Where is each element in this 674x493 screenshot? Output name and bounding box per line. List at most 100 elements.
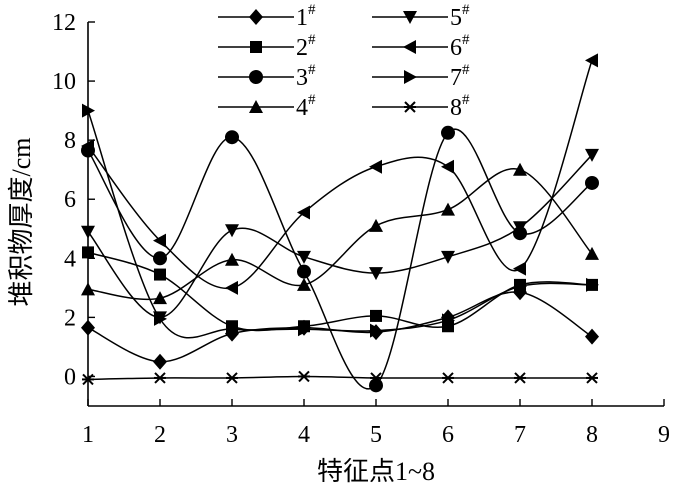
series-line [87,60,593,290]
data-point [585,328,599,345]
data-point [225,130,239,145]
data-point [586,372,598,384]
data-point [514,279,527,294]
series-line [87,110,593,339]
star-stroke [442,372,454,384]
data-point [154,268,166,281]
series-line [87,251,593,332]
series-8 [82,370,598,386]
y-tick-label: 10 [52,69,76,95]
star-stroke [154,372,166,384]
y-tick-label: 2 [64,305,76,331]
data-point [370,309,382,322]
legend-item-4: 4# [218,92,316,121]
legend: 1#2#3#4# 5#6#7#8# [218,2,470,121]
y-tick-label: 12 [52,10,76,36]
data-point [154,311,167,326]
data-point [369,218,383,232]
legend-label: 2# [296,32,316,61]
star-stroke [298,370,310,383]
data-point [585,148,599,162]
legend-marker [250,41,262,53]
data-point [369,378,383,393]
data-point [82,373,94,386]
star-stroke [370,372,382,384]
data-point [585,175,599,190]
data-point [585,53,598,68]
x-tick-label: 5 [370,422,382,448]
y-tick-label: 0 [64,364,76,390]
data-point [225,224,239,238]
data-point [514,372,526,384]
y-tick-label: 6 [64,187,76,213]
data-point [297,250,311,264]
legend-label: 1# [296,2,316,31]
data-point [225,252,239,266]
data-point [585,246,599,260]
series-line [87,375,592,381]
legend-marker [249,70,263,84]
series-6 [81,53,598,295]
legend-marker [404,70,417,84]
data-point [153,251,167,266]
series-layer [81,53,599,393]
data-point [81,139,94,154]
x-tick-label: 2 [154,422,166,448]
series-line [87,128,593,390]
series-7 [82,103,599,339]
data-point [153,291,167,305]
data-point [298,322,311,337]
data-point [297,205,310,220]
y-tick-label: 4 [64,246,76,272]
data-point [442,372,454,384]
data-point [81,225,95,239]
data-point [442,313,455,328]
data-point [81,319,95,336]
data-point [82,103,95,118]
data-point [81,282,95,296]
data-point [153,233,166,248]
data-point [370,323,383,338]
series-4 [81,162,599,305]
data-point [226,322,239,337]
data-point [82,246,94,259]
data-point [369,159,382,174]
legend-label: 5# [450,2,470,31]
legend-item-3: 3# [218,62,316,91]
data-point [297,264,311,279]
x-tick-label: 6 [442,422,454,448]
data-point [441,202,455,216]
data-point [154,372,166,384]
x-tick-label: 7 [514,422,526,448]
star-stroke [404,101,416,113]
star-stroke [514,372,526,384]
data-point [513,221,527,235]
legend-label: 7# [450,62,470,91]
x-tick-label: 8 [586,422,598,448]
data-point [441,125,455,140]
x-tick-label: 3 [226,422,238,448]
legend-item-2: 2# [218,32,316,61]
series-3 [81,125,599,393]
legend-marker [249,9,263,25]
data-point [513,261,526,276]
y-tick-label: 8 [64,128,76,154]
x-tick-label: 4 [298,422,310,448]
data-point [370,372,382,384]
star-stroke [586,372,598,384]
data-point [586,277,599,292]
legend-label: 3# [296,62,316,91]
data-point [369,267,383,281]
legend-item-7: 7# [372,62,470,91]
data-point [441,250,455,264]
star-stroke [226,372,238,384]
x-tick-label: 9 [658,422,670,448]
legend-marker [249,100,263,113]
data-point [226,372,238,384]
data-point [298,370,310,383]
legend-item-1: 1# [218,2,316,31]
y-axis-label: 堆积物厚度/cm [7,138,36,307]
legend-item-8: 8# [372,92,470,121]
legend-label: 4# [296,92,316,121]
